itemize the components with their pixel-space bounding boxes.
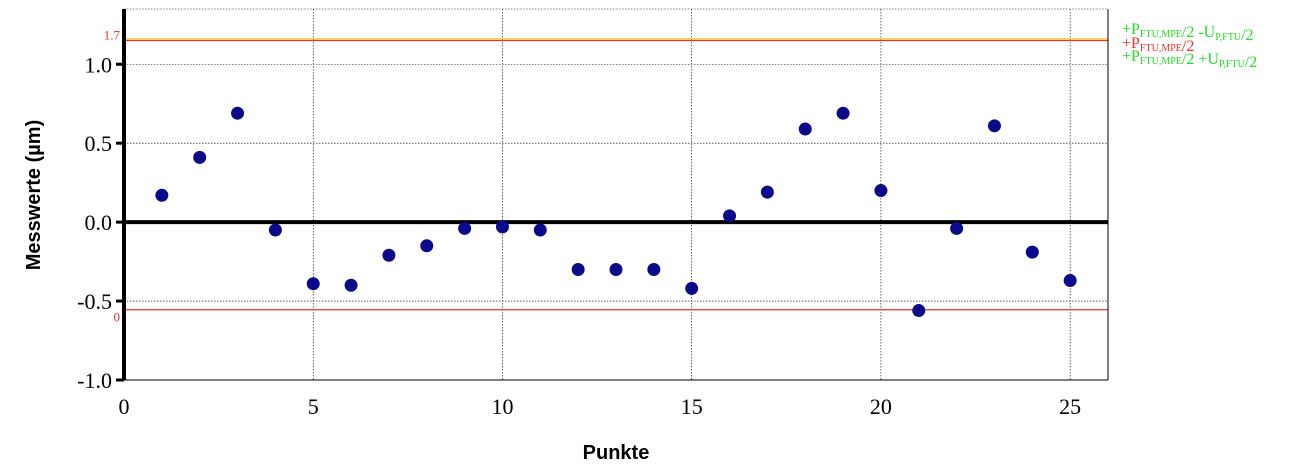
- x-tick-label: 15: [681, 394, 703, 419]
- data-point: [1025, 245, 1039, 259]
- data-point: [912, 304, 926, 318]
- x-tick-label: 5: [308, 394, 319, 419]
- x-tick-label: 25: [1059, 394, 1081, 419]
- y-axis-title: Messwerte (µm): [23, 120, 45, 270]
- x-tick-label: 20: [870, 394, 892, 419]
- axes: [116, 9, 1109, 382]
- reference-line-tag: 1.7: [104, 28, 121, 43]
- data-point: [874, 184, 888, 198]
- legend-entry: +PFTU,MPE/2 +UP,FTU/2: [1122, 48, 1257, 71]
- data-point: [760, 185, 774, 199]
- data-point: [495, 220, 509, 234]
- reference-lines: 1.70: [104, 28, 1108, 325]
- y-tick-label: 1.0: [85, 52, 113, 77]
- data-point: [268, 223, 282, 237]
- y-tick-label: -1.0: [77, 368, 112, 393]
- x-axis-title: Punkte: [583, 442, 650, 464]
- x-tick-label: 0: [119, 394, 130, 419]
- legend-entry: +PFTU,MPE/2: [1122, 35, 1194, 55]
- y-tick-label: 0.5: [85, 131, 113, 156]
- data-point: [420, 239, 434, 253]
- y-tick-label: 0.0: [85, 210, 113, 235]
- data-point: [1063, 274, 1077, 288]
- y-tick-label: -0.5: [77, 289, 112, 314]
- data-point: [836, 106, 850, 120]
- data-point: [571, 262, 585, 276]
- data-point: [155, 188, 169, 202]
- data-point: [987, 119, 1001, 133]
- legend-entry: +PFTU,MPE/2 -UP,FTU/2: [1122, 21, 1254, 44]
- x-tick-label: 10: [491, 394, 513, 419]
- data-point: [609, 262, 623, 276]
- data-point: [533, 223, 547, 237]
- data-point: [950, 221, 964, 235]
- data-point: [382, 248, 396, 262]
- data-point: [344, 278, 358, 292]
- data-point: [458, 221, 472, 235]
- data-point: [231, 106, 245, 120]
- data-point: [798, 122, 812, 136]
- data-points: [155, 106, 1077, 318]
- data-point: [723, 209, 737, 223]
- reference-line-tag: 0: [114, 310, 121, 325]
- tick-labels: -1.0 -0.5 0.0 0.5 1.0 0 5 10 15 20 25: [77, 52, 1081, 419]
- data-point: [193, 150, 207, 164]
- data-point: [647, 262, 661, 276]
- legend: +PFTU,MPE/2 -UP,FTU/2+PFTU,MPE/2+PFTU,MP…: [1122, 21, 1257, 71]
- plot-area-background: [124, 9, 1108, 380]
- data-point: [685, 281, 699, 295]
- data-point: [306, 277, 320, 291]
